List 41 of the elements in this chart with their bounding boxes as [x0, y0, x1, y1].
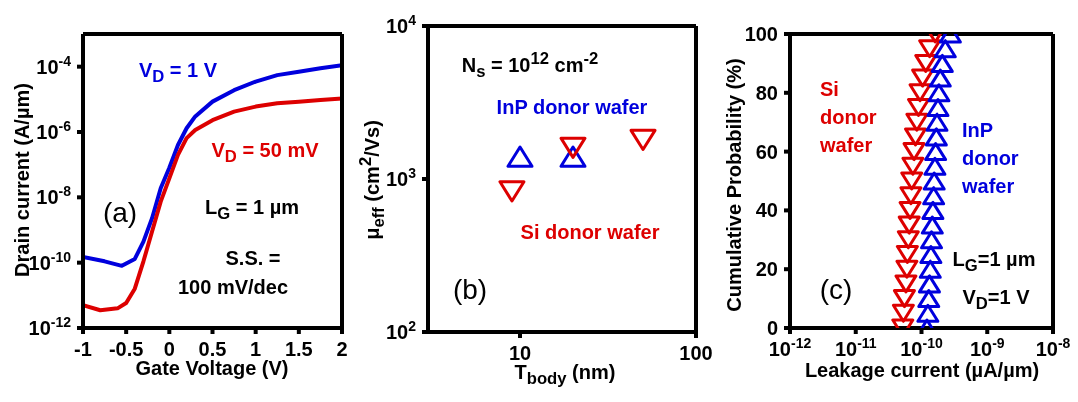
- annotation: 100 mV/dec: [177, 275, 289, 298]
- y-tick-label: 10$^{-6}$: [36, 118, 72, 143]
- x-tick-label: 10$^{-8}$: [1035, 335, 1071, 360]
- x-tick-label: 2: [336, 338, 348, 360]
- x-tick-label: 10$^{-10}$: [900, 335, 943, 360]
- x-tick-label: 10$^{-11}$: [834, 335, 877, 360]
- annotation: S.S. =: [225, 246, 281, 269]
- y-tick-label: 10$^{4}$: [385, 12, 417, 37]
- series-label: InP donor wafer: [962, 118, 1020, 199]
- series-label: V$_{D}$ = 1 V: [138, 57, 218, 88]
- y-tick-label: 10$^{-12}$: [28, 314, 72, 339]
- x-axis-title: T$_{body}$ (nm): [514, 361, 616, 389]
- series-label: V$_{D}$ = 50 mV: [211, 137, 319, 168]
- y-tick-label: 20: [755, 258, 778, 281]
- annotation: (b): [452, 274, 488, 306]
- line-series: [83, 63, 342, 268]
- y-tick-label: 10$^{-4}$: [36, 52, 72, 78]
- series-label: InP donor wafer: [496, 95, 648, 120]
- series-label: Si donor wafer: [820, 77, 878, 158]
- x-tick-label: -1: [74, 338, 92, 360]
- y-tick-label: 100: [744, 23, 778, 45]
- y-tick-label: 10$^{-8}$: [36, 183, 72, 209]
- x-tick-label: 100: [679, 342, 713, 364]
- line-series: [83, 96, 342, 313]
- y-tick-label: 40: [755, 199, 778, 222]
- annotation: N$_{s}$ = 10$^{12}$ cm$^{-2}$: [461, 48, 599, 81]
- y-tick-label: 10$^{2}$: [385, 318, 417, 343]
- y-tick-label: 60: [755, 140, 778, 163]
- y-tick-label: 10$^{3}$: [385, 165, 417, 190]
- x-tick-label: 10$^{-9}$: [969, 335, 1005, 360]
- y-axis-title: Cumulative Probability (%): [722, 58, 745, 312]
- x-axis-title: Leakage current (µA/µm): [804, 358, 1040, 381]
- x-tick-label: 10: [508, 342, 532, 364]
- y-tick-label: 80: [755, 81, 778, 104]
- y-tick-label: 0: [766, 317, 778, 339]
- annotation: (a): [102, 197, 138, 229]
- annotation: L$_{G}$ = 1 µm: [205, 196, 299, 224]
- annotation: V$_{D}$=1 V: [962, 286, 1030, 314]
- annotation: L$_{G}$=1 µm: [952, 248, 1036, 276]
- series-label: Si donor wafer: [520, 220, 660, 245]
- annotation: (c): [819, 274, 853, 306]
